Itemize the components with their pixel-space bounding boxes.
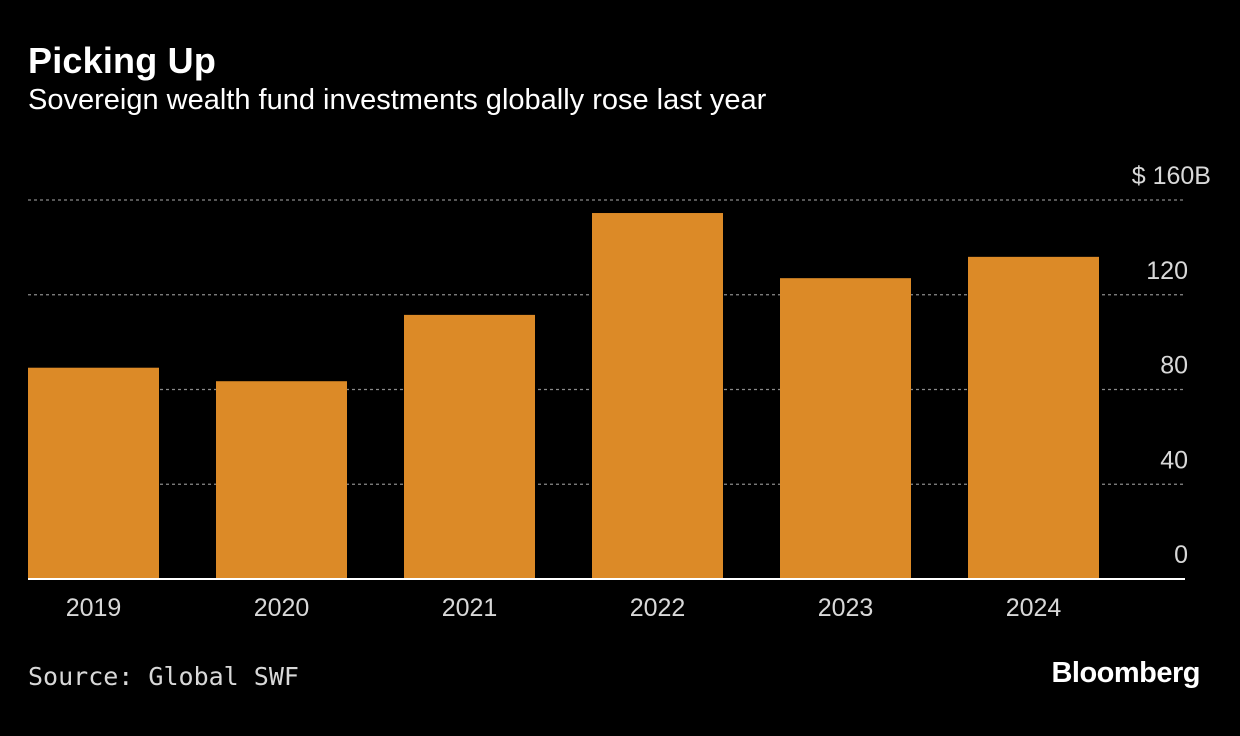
y-tick-label: 120 bbox=[1146, 257, 1188, 285]
x-tick-label: 2024 bbox=[1006, 594, 1062, 622]
bar-2019 bbox=[28, 367, 159, 579]
y-tick-label: $ 160B bbox=[1132, 162, 1211, 190]
bar-2021 bbox=[404, 314, 535, 579]
bloomberg-logo: Bloomberg bbox=[1051, 657, 1200, 689]
bar-2020 bbox=[216, 381, 347, 579]
x-tick-label: 2023 bbox=[818, 594, 874, 622]
bar-2024 bbox=[968, 256, 1099, 579]
bars bbox=[28, 213, 1099, 579]
y-tick-label: 80 bbox=[1160, 352, 1188, 380]
x-tick-label: 2021 bbox=[442, 594, 498, 622]
x-tick-label: 2020 bbox=[254, 594, 310, 622]
x-tick-label: 2022 bbox=[630, 594, 686, 622]
x-tick-label: 2019 bbox=[66, 594, 122, 622]
source-note: Source: Global SWF bbox=[28, 662, 299, 691]
chart-title: Picking Up bbox=[28, 40, 217, 81]
axes: 0 40 80 120 $ 160B 2019 2020 2021 2022 2023 2024 bbox=[28, 162, 1211, 622]
y-tick-label: 40 bbox=[1160, 446, 1188, 474]
bar-2022 bbox=[592, 213, 723, 579]
chart-subtitle: Sovereign wealth fund investments global… bbox=[28, 84, 767, 116]
y-tick-label: 0 bbox=[1174, 541, 1188, 569]
bar-2023 bbox=[780, 278, 911, 579]
